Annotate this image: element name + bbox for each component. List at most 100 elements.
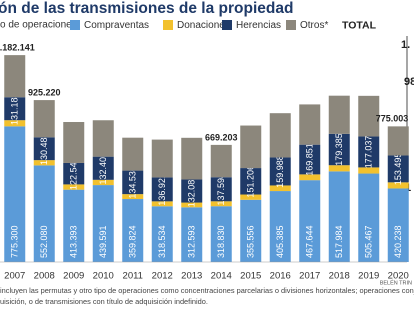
bar-segment <box>63 122 85 163</box>
bar-segment <box>358 136 380 168</box>
total-label: 669.203 <box>205 132 238 142</box>
value-label: 355.556 <box>246 225 256 258</box>
credit: BELÉN TRIN <box>380 279 412 286</box>
legend-label: TOTAL <box>342 19 377 31</box>
total-label: 775.003 <box>376 114 409 124</box>
legend-swatch <box>70 20 80 30</box>
legend-label: Herencias <box>236 20 281 31</box>
bar-segment <box>269 113 291 158</box>
bar-segment <box>210 177 232 202</box>
bar-segment <box>33 160 55 166</box>
value-label: 136.922 <box>157 173 167 206</box>
bar-segment <box>181 207 203 262</box>
bar-segment <box>328 171 350 262</box>
bar-segment <box>4 55 26 98</box>
footnote: incluyen las permutas y otro tipo de ope… <box>0 286 414 295</box>
fragment: 98 <box>404 76 414 88</box>
value-label: 134.536 <box>128 166 138 199</box>
bar-segment <box>92 120 114 157</box>
bar-segment <box>151 177 173 202</box>
bar-segment <box>33 100 55 138</box>
bar-segment <box>387 126 409 156</box>
bar-segment <box>4 126 26 262</box>
x-tick-label: 2018 <box>329 271 350 282</box>
bar-segment <box>151 206 173 262</box>
value-label: 132.407 <box>98 152 108 185</box>
bar-segment <box>269 157 291 186</box>
bar-segment <box>122 194 144 200</box>
bar-segment <box>4 97 26 121</box>
x-tick-label: 2017 <box>299 271 320 282</box>
value-label: 439.591 <box>98 225 108 258</box>
value-label: 467.644 <box>305 225 315 258</box>
bar-segment <box>240 125 262 169</box>
value-label: 775.300 <box>10 225 20 258</box>
value-label: 318.534 <box>157 225 167 258</box>
value-label: 405.385 <box>275 225 285 258</box>
bar-segment <box>358 95 380 137</box>
value-label: 137.594 <box>216 173 226 206</box>
x-tick-label: 2011 <box>123 271 143 282</box>
bar-segment <box>151 201 173 207</box>
legend-swatch <box>163 20 173 30</box>
bar-segment <box>122 199 144 262</box>
bar-segment <box>92 179 114 186</box>
value-label: 177.037 <box>364 136 374 169</box>
bar-segment <box>299 144 321 175</box>
x-tick-label: 2016 <box>270 271 291 282</box>
bar-segment <box>299 104 321 145</box>
legend-label: Compraventas <box>84 20 149 31</box>
bar-segment <box>151 139 173 178</box>
value-label: 179.385 <box>334 133 344 166</box>
value-label: 159.988 <box>275 155 285 188</box>
bar-segment <box>328 95 350 134</box>
bar-segment <box>358 173 380 262</box>
bar-segment <box>299 174 321 181</box>
x-tick-label: 2020 <box>388 271 409 282</box>
x-tick-label: 2007 <box>4 271 25 282</box>
total-label: 925.220 <box>28 87 61 97</box>
value-label: 122.546 <box>69 157 79 190</box>
value-label: 517.984 <box>334 225 344 258</box>
value-label: 312.593 <box>187 225 197 258</box>
bar-segment <box>92 156 114 180</box>
value-label: 131.187 <box>10 92 20 125</box>
value-label: 318.830 <box>216 225 226 258</box>
chart-title: ón de las transmisiones de la propiedad <box>0 0 293 17</box>
bar-segment <box>63 184 85 190</box>
bar-segment <box>33 137 55 161</box>
bar-segment <box>269 191 291 262</box>
bar-segment <box>387 155 409 183</box>
bar-segment <box>387 188 409 262</box>
bar-segment <box>181 137 203 180</box>
bar-segment <box>210 206 232 262</box>
bar-segment <box>4 120 26 127</box>
bar-segment <box>328 165 350 172</box>
x-tick-label: 2010 <box>93 271 114 282</box>
bar-segment <box>210 144 232 178</box>
bar-segment <box>240 199 262 262</box>
bar-segment <box>33 165 55 262</box>
fragment: 1. <box>401 39 410 51</box>
bar-segment <box>240 168 262 195</box>
legend-label: Donaciones <box>177 20 230 31</box>
legend-label: Otros* <box>300 20 328 31</box>
bar-segment <box>181 202 203 208</box>
bar-segment <box>269 185 291 192</box>
bar-segment <box>122 170 144 195</box>
x-tick-label: 2019 <box>358 271 379 282</box>
total-label: 1.182.141 <box>0 43 35 53</box>
value-label: 132.080 <box>187 175 197 208</box>
legend-swatch <box>286 20 296 30</box>
bar-segment <box>210 201 232 207</box>
bar-segment <box>181 179 203 203</box>
bar-segment <box>63 162 85 185</box>
subtitle: o de operaciones <box>0 20 77 31</box>
value-label: 359.824 <box>128 225 138 258</box>
bar-segment <box>387 182 409 189</box>
x-tick-label: 2014 <box>211 271 232 282</box>
bar-segment <box>240 194 262 200</box>
value-label: 151.206 <box>246 165 256 198</box>
bar-segment <box>328 133 350 166</box>
